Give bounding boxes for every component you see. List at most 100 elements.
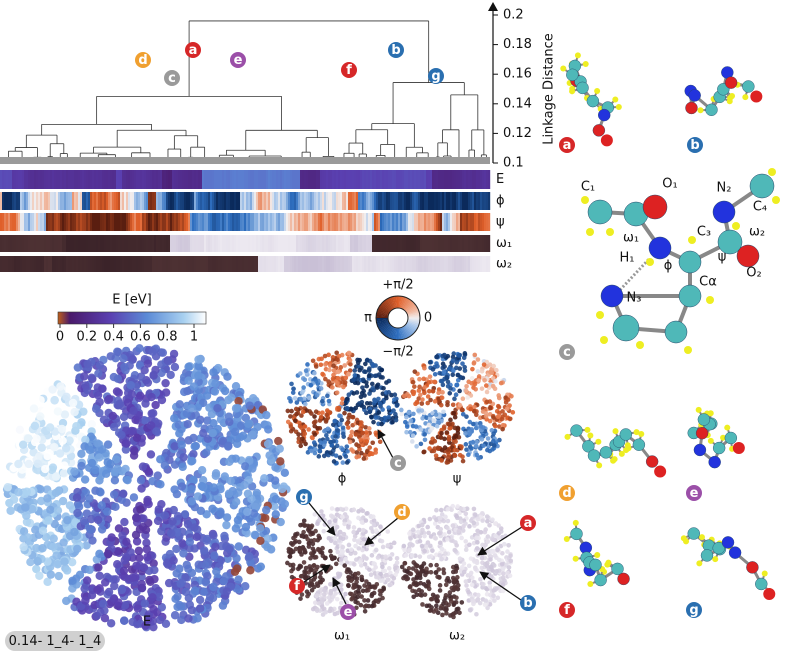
- heatmap-cell: [74, 213, 77, 231]
- map-point: [19, 542, 28, 552]
- map-point: [160, 461, 170, 470]
- heatmap-cell: [420, 256, 423, 272]
- heatmap-cell: [480, 213, 483, 231]
- heatmap-cell: [296, 256, 299, 272]
- map-point: [129, 406, 138, 415]
- heatmap-cell: [360, 213, 363, 231]
- map-point: [365, 357, 370, 363]
- map-point: [459, 407, 465, 413]
- map-point: [177, 440, 186, 450]
- map-point: [371, 518, 377, 523]
- map-point: [35, 571, 44, 580]
- map-point: [96, 608, 105, 617]
- map-point: [132, 537, 142, 546]
- map-point: [361, 404, 367, 410]
- heatmap-cell: [212, 213, 215, 231]
- map-point: [343, 591, 348, 597]
- map-point: [170, 611, 180, 620]
- heatmap-cell: [404, 213, 407, 231]
- map-point: [291, 386, 296, 392]
- map-point: [290, 562, 296, 568]
- map-point: [350, 414, 356, 420]
- heatmap-cell: [112, 235, 115, 252]
- heatmap-cell: [194, 256, 197, 272]
- heatmap-cell: [166, 170, 169, 189]
- heatmap-cell: [204, 170, 207, 189]
- heatmap-cell: [14, 192, 17, 210]
- heatmap-cell: [230, 170, 233, 189]
- heatmap-cell: [254, 213, 257, 231]
- map-point: [290, 390, 296, 395]
- heatmap-cell: [336, 213, 339, 231]
- heatmap-cell: [364, 256, 367, 272]
- heatmap-cell: [458, 213, 461, 231]
- heatmap-cell: [342, 213, 345, 231]
- heatmap-cell: [152, 192, 155, 210]
- heatmap-cell: [96, 256, 99, 272]
- map-point: [178, 539, 187, 548]
- heatmap-cell: [400, 213, 403, 231]
- map-point: [50, 519, 59, 529]
- heatmap-cell: [366, 235, 369, 252]
- heatmap-cell: [54, 213, 57, 231]
- heatmap-cell: [86, 192, 89, 210]
- heatmap-cell: [130, 213, 133, 231]
- heatmap-cell: [340, 213, 343, 231]
- heatmap-cell: [16, 213, 19, 231]
- map-point: [59, 538, 68, 547]
- map-point: [416, 396, 422, 401]
- heatmap-cell: [276, 192, 279, 210]
- heatmap-cell: [328, 235, 331, 252]
- map-point: [311, 440, 317, 445]
- heatmap-cell: [260, 213, 263, 231]
- map-point: [231, 454, 240, 463]
- map-point: [451, 435, 457, 441]
- map-point: [358, 437, 364, 443]
- heatmap-cell: [182, 235, 185, 252]
- heatmap-cell: [220, 256, 223, 272]
- heatmap-cell: [178, 256, 181, 272]
- heatmap-cell: [172, 170, 175, 189]
- heatmap-cell: [396, 213, 399, 231]
- map-point: [351, 525, 357, 530]
- map-point: [185, 537, 195, 547]
- heatmap-cell: [110, 256, 113, 272]
- map-point: [432, 399, 438, 404]
- map-point: [104, 394, 114, 404]
- heatmap-cell: [76, 213, 79, 231]
- heatmap-cell: [176, 213, 179, 231]
- map-point: [435, 446, 441, 451]
- heatmap-cell: [100, 213, 103, 231]
- heatmap-cell: [270, 235, 273, 252]
- heatmap-cell: [196, 256, 199, 272]
- map-point: [340, 431, 346, 437]
- heatmap-cell: [364, 192, 367, 210]
- heatmap-cell: [372, 192, 375, 210]
- heatmap-cell: [54, 170, 57, 189]
- map-point: [79, 516, 89, 526]
- heatmap-cell: [358, 170, 361, 189]
- heatmap-cell: [348, 256, 351, 272]
- heatmap-cell: [8, 170, 11, 189]
- heatmap-cell: [398, 256, 401, 272]
- map-point: [334, 390, 340, 395]
- map-point: [164, 578, 174, 588]
- map-point: [363, 425, 369, 430]
- map-point: [362, 452, 368, 458]
- map-point: [303, 368, 309, 374]
- map-point: [132, 433, 142, 443]
- heatmap-cell: [30, 256, 33, 272]
- map-point: [417, 384, 422, 390]
- heatmap-cell: [298, 192, 301, 210]
- angle-key-wedge: [377, 308, 389, 315]
- heatmap-cell: [130, 235, 133, 252]
- heatmap-cell: [70, 256, 73, 272]
- heatmap-cell: [412, 235, 415, 252]
- map-point: [334, 443, 340, 449]
- map-point: [149, 370, 158, 380]
- heatmap-cell: [450, 235, 453, 252]
- map-point: [196, 506, 206, 516]
- heatmap-cell: [452, 170, 455, 189]
- map-point: [148, 347, 157, 356]
- heatmap-cell: [286, 256, 289, 272]
